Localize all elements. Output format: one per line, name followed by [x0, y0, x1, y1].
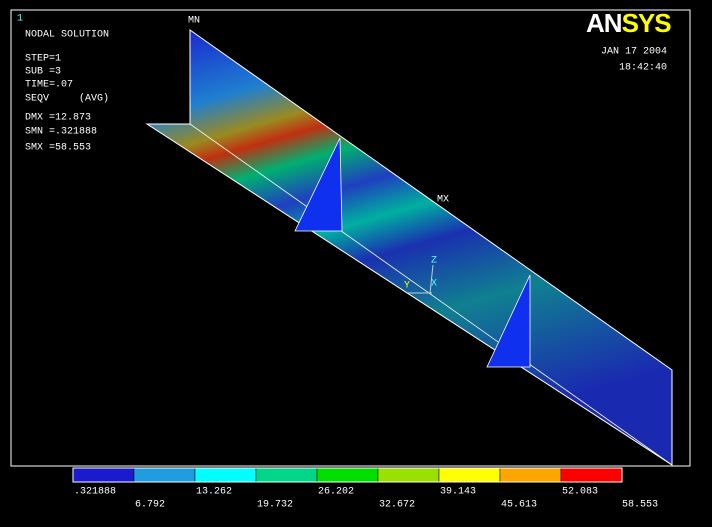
- legend: .321888 6.792 13.262 19.732 26.202 32.672 39.1…: [72, 467, 658, 511]
- legend-label: 58.553: [622, 500, 658, 511]
- legend-swatch: [255, 467, 318, 483]
- info-line: NODAL SOLUTION: [25, 30, 109, 41]
- logo-part: AN: [586, 8, 622, 38]
- legend-swatch: [438, 467, 501, 483]
- legend-frame: [72, 467, 623, 483]
- window-number: 1: [17, 14, 23, 25]
- legend-label: 52.083: [562, 487, 598, 498]
- stiffener: [486, 274, 531, 368]
- legend-label: 19.732: [257, 500, 293, 511]
- info-block: NODAL SOLUTION STEP=1 SUB =3 TIME=.07 SEQV (…: [25, 30, 109, 154]
- legend-swatch: [133, 467, 196, 483]
- legend-swatch: [316, 467, 379, 483]
- legend-swatch: [560, 467, 623, 483]
- beam-model: [145, 29, 673, 466]
- legend-label: 39.143: [440, 487, 476, 498]
- viewport-frame: [10, 9, 691, 467]
- logo: ANSYS: [586, 8, 671, 38]
- min-label: MN: [188, 16, 200, 27]
- stiffener: [294, 137, 343, 232]
- legend-label: 32.672: [379, 500, 415, 511]
- time: 18:42:40: [619, 63, 667, 74]
- legend-label: 45.613: [501, 500, 537, 511]
- legend-swatch: [72, 467, 135, 483]
- legend-label: 13.262: [196, 487, 232, 498]
- legend-swatch: [499, 467, 562, 483]
- date: JAN 17 2004: [601, 47, 667, 58]
- beam-edge: [189, 123, 673, 466]
- legend-label: .321888: [74, 487, 116, 498]
- triad-y: Y: [404, 281, 410, 292]
- info-line: SMN =.321888: [25, 127, 97, 138]
- triad-x: X: [431, 279, 437, 290]
- info-line: SMX =58.553: [25, 143, 91, 154]
- legend-swatch: [377, 467, 440, 483]
- max-label: MX: [437, 195, 449, 206]
- info-line: DMX =12.873: [25, 113, 91, 124]
- legend-label: 6.792: [135, 500, 165, 511]
- logo-part: SYS: [622, 8, 672, 38]
- info-line: STEP=1: [25, 54, 61, 65]
- info-line: SUB =3: [25, 67, 61, 78]
- legend-label: 26.202: [318, 487, 354, 498]
- info-line: SEQV (AVG): [25, 93, 109, 105]
- triad-z: Z: [431, 256, 437, 267]
- legend-swatch: [194, 467, 257, 483]
- triad-axis: [429, 264, 434, 294]
- info-line: TIME=.07: [25, 80, 73, 91]
